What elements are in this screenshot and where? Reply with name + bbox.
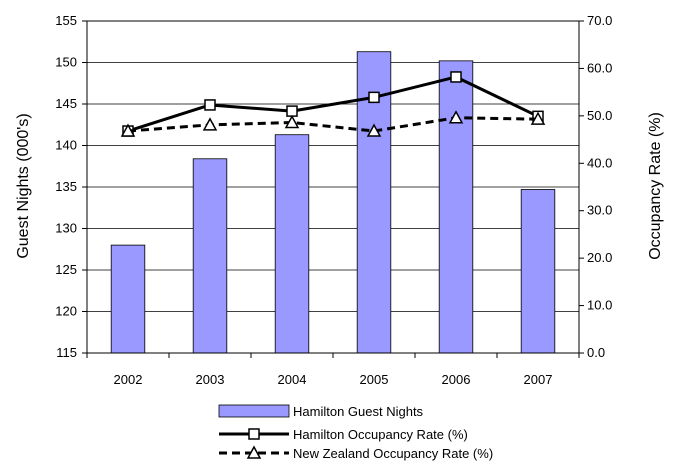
left-tick-label: 140 [55,138,77,153]
left-tick-label: 120 [55,304,77,319]
right-tick-label: 20.0 [587,250,612,265]
lines-layer [120,71,546,137]
left-tick-label: 130 [55,221,77,236]
nz-point [530,111,546,125]
left-axis-title: Guest Nights (000's) [15,113,32,258]
right-tick-label: 60.0 [587,60,612,75]
gridlines [87,20,579,354]
plot-frame [82,20,584,358]
left-tick-label: 115 [56,345,77,360]
nz-occupancy-line [127,116,539,133]
hamilton-point [286,105,298,117]
bars-layer [110,51,556,354]
bar [520,189,556,354]
left-tick-label: 125 [55,262,77,277]
tick-labels: 115 120 125 130 135 140 145 150 155 0.0 10.0 20.0 30… [55,13,612,387]
bar [110,244,146,354]
x-tick-label: 2007 [524,372,553,387]
nz-point [366,123,382,137]
nz-point [284,114,300,129]
right-tick-label: 50.0 [587,108,612,123]
x-tick-label: 2004 [278,372,307,387]
hamilton-point [204,99,216,111]
right-tick-label: 40.0 [587,155,612,170]
legend-bar-swatch [218,404,290,418]
right-tick-label: 30.0 [587,203,612,218]
x-tick-label: 2003 [196,372,225,387]
bar [438,60,474,354]
bar [274,134,310,354]
x-tick-label: 2002 [114,372,143,387]
legend-nz-label: New Zealand Occupancy Rate (%) [293,446,493,461]
hamilton-occupancy-line [127,75,539,133]
left-tick-label: 155 [55,13,77,28]
left-tick-label: 135 [55,179,77,194]
right-tick-label: 10.0 [587,298,612,313]
nz-point [120,123,136,137]
legend-hamilton-label: Hamilton Occupancy Rate (%) [293,427,468,442]
legend-nz-marker [246,445,262,459]
bar [192,158,228,354]
left-tick-label: 150 [55,55,77,70]
right-tick-label: 70.0 [587,13,612,28]
left-tick-label: 145 [55,96,77,111]
nz-point [202,117,218,131]
legend-hamilton-marker [248,428,260,440]
x-tick-label: 2006 [442,372,471,387]
right-tick-label: 0.0 [587,345,605,360]
hamilton-point [368,91,380,104]
x-tick-label: 2005 [360,372,389,387]
legend: Hamilton Guest Nights Hamilton Occupancy… [218,404,493,461]
legend-bar-label: Hamilton Guest Nights [293,404,424,419]
hamilton-point [450,71,462,83]
nz-point [448,110,464,124]
right-axis-title: Occupancy Rate (%) [647,112,664,260]
